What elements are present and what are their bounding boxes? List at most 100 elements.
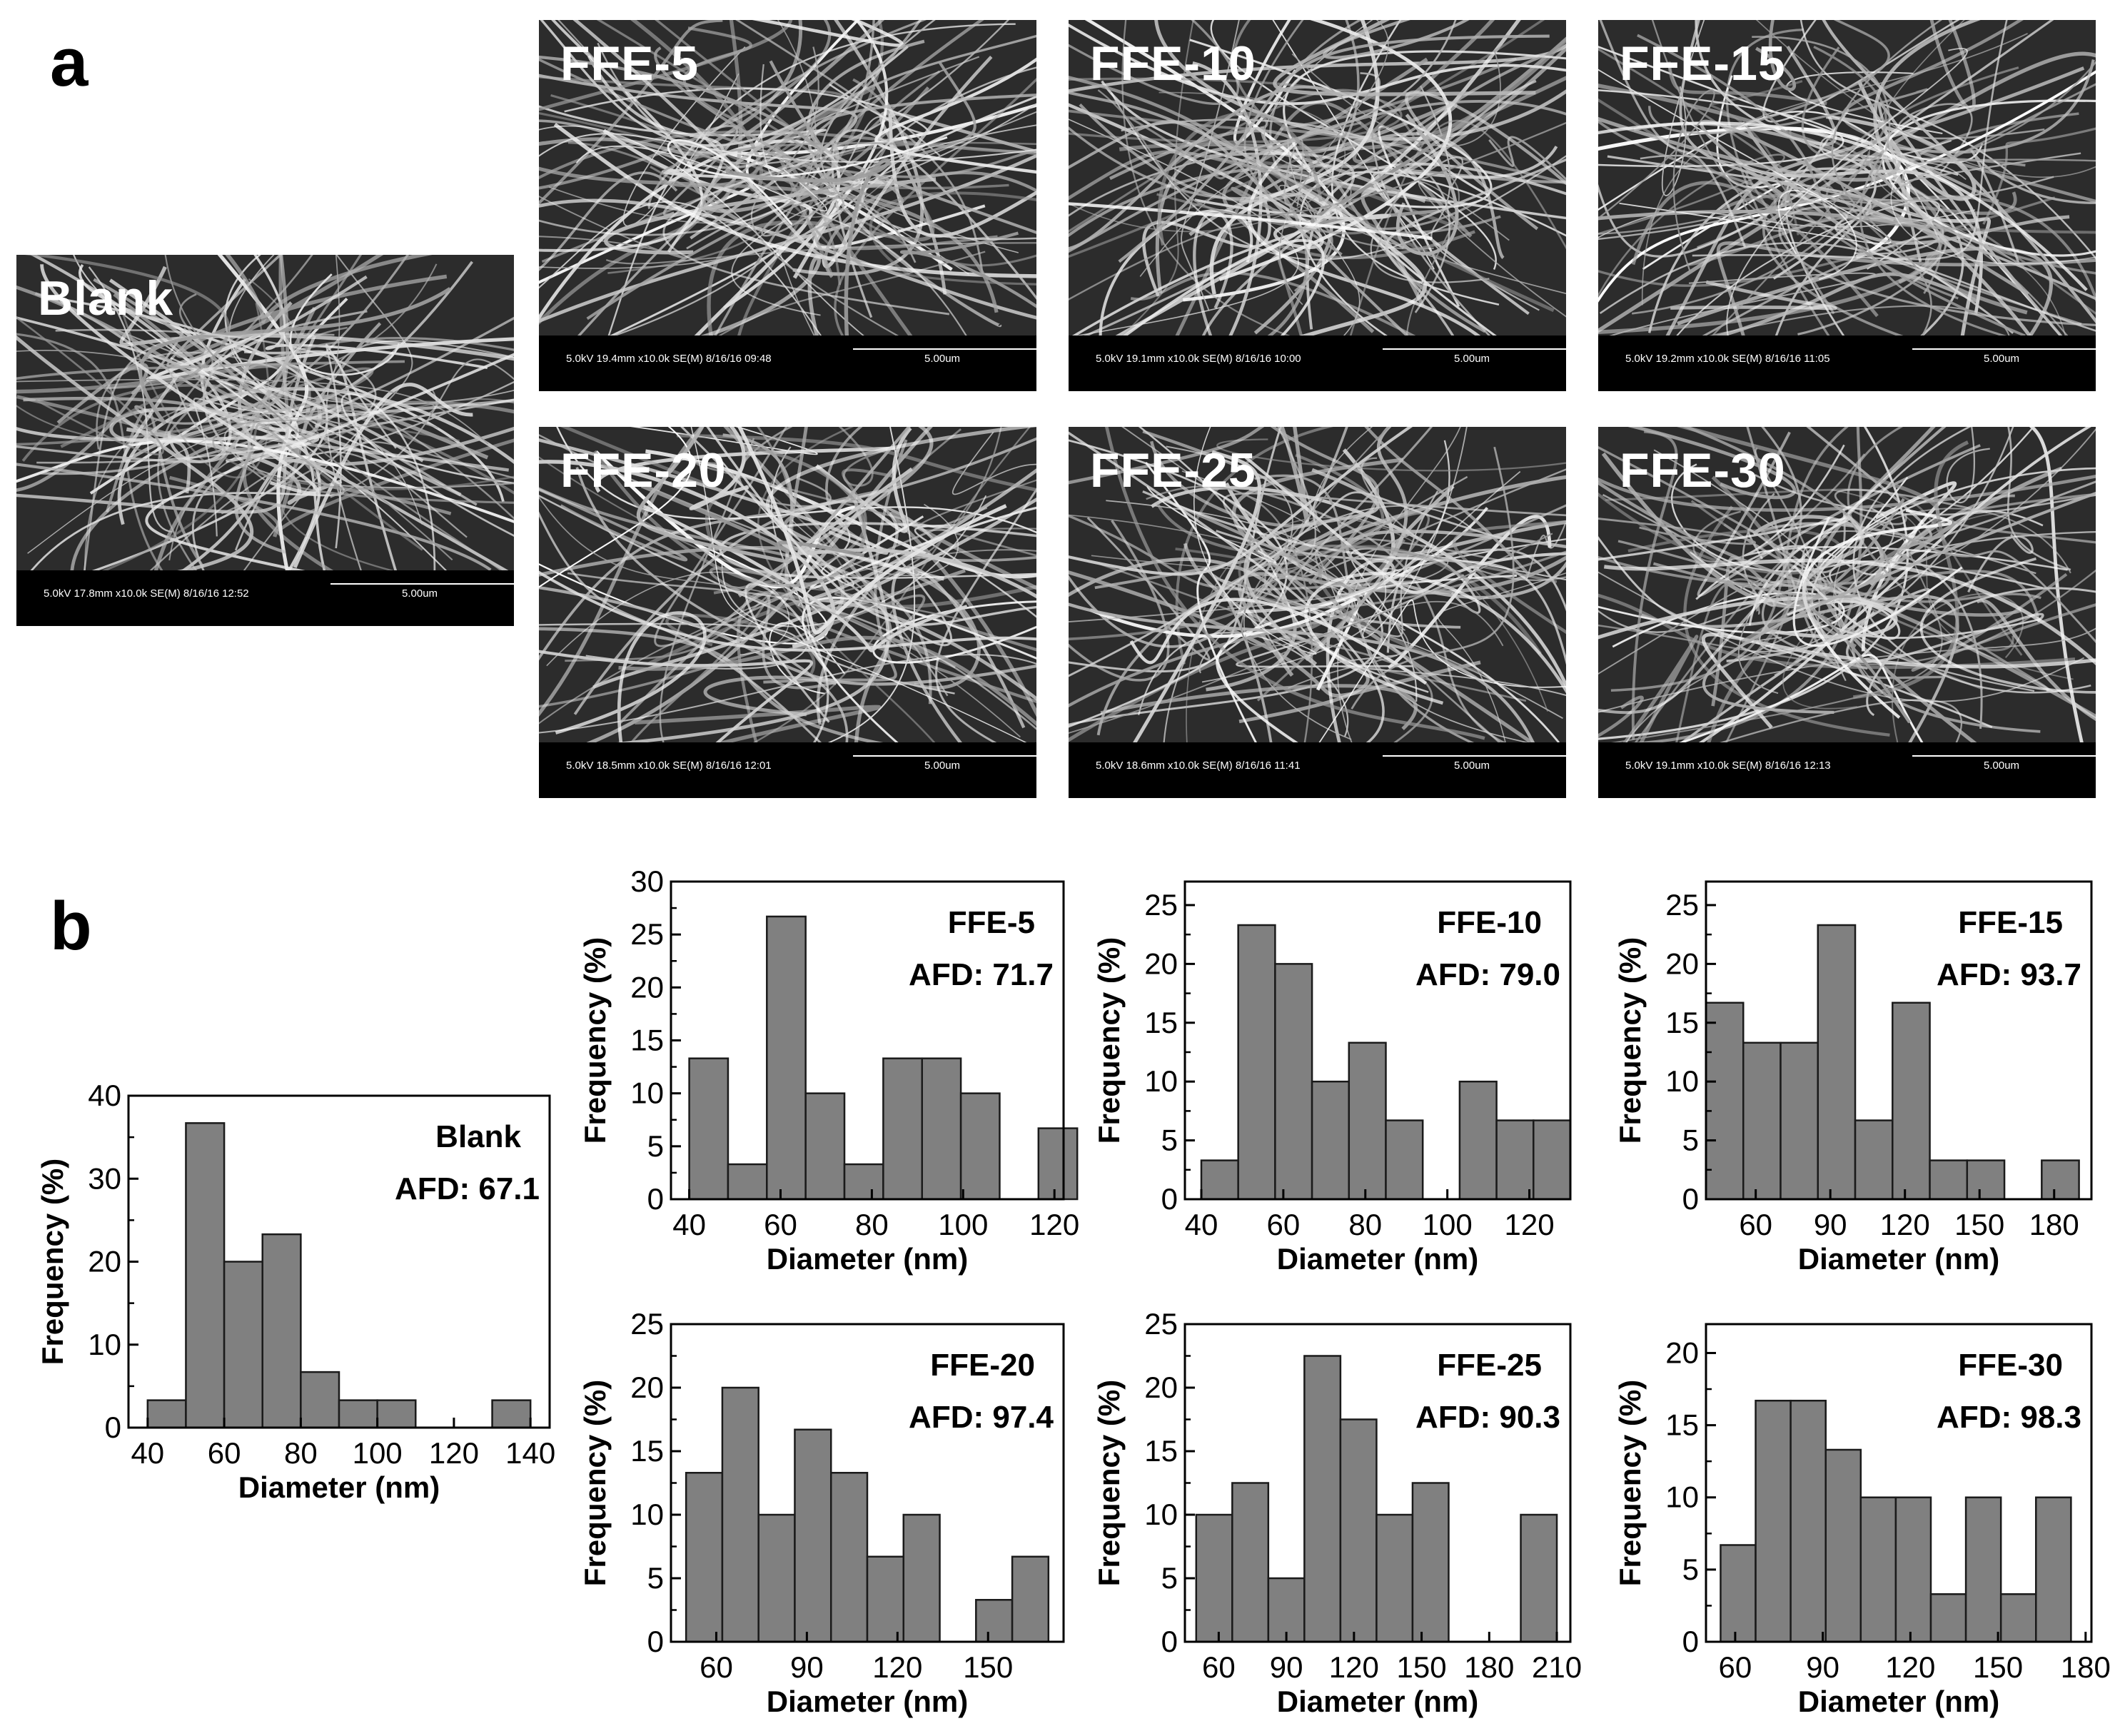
x-tick-label: 150: [963, 1650, 1013, 1684]
fiber-strand: [769, 622, 846, 695]
histogram-bar: [1339, 1418, 1378, 1643]
histogram-bar: [757, 1513, 796, 1643]
fiber-strand: [340, 393, 514, 570]
fiber-strand: [1292, 475, 1566, 554]
fiber-strand: [101, 423, 423, 570]
fiber-strand: [1692, 453, 1866, 563]
sem-label: FFE-10: [1090, 36, 1256, 91]
fiber-strand: [1822, 20, 2096, 324]
y-tick-label: 15: [630, 1024, 664, 1057]
fiber-strand: [181, 458, 509, 570]
y-tick-label: 0: [647, 1182, 664, 1216]
fiber-strand: [96, 351, 514, 520]
fiber-strand: [1670, 280, 1837, 311]
fiber-strand: [1069, 514, 1299, 570]
fiber-strand: [1142, 430, 1318, 528]
histogram-bar: [1274, 963, 1313, 1201]
histogram-bar: [866, 1555, 905, 1643]
fiber-strand: [659, 141, 1036, 188]
histogram-bar: [1411, 1482, 1450, 1643]
y-tick-label: 25: [630, 917, 664, 951]
fiber-strand: [682, 26, 752, 126]
histogram-bar: [1720, 1544, 1757, 1643]
histogram-bar: [1854, 1119, 1894, 1201]
histogram-bar: [794, 1428, 832, 1643]
sem-info-bar: 5.0kV 18.6mm x10.0k SE(M) 8/16/16 11:41 5…: [1069, 742, 1566, 798]
y-tick-label: 5: [1161, 1124, 1178, 1157]
fiber-strand: [935, 488, 1036, 742]
fiber-strand: [596, 20, 859, 182]
fiber-strand: [1598, 516, 1852, 626]
x-tick-label: 120: [429, 1436, 479, 1470]
x-tick-label: 80: [284, 1436, 318, 1470]
fiber-strand: [1133, 450, 1261, 742]
fiber-strand: [1069, 20, 1457, 217]
y-tick-label: 0: [1682, 1182, 1699, 1216]
fiber-strand: [1283, 50, 1566, 335]
series-name: FFE-25: [1437, 1348, 1542, 1383]
fiber-strand: [565, 428, 961, 662]
fiber-strand: [539, 20, 885, 156]
fiber-strand: [1890, 162, 2096, 265]
sem-label: Blank: [38, 271, 174, 326]
fiber-strand: [889, 511, 1036, 717]
fiber-strand: [539, 130, 1036, 180]
fiber-strand: [539, 570, 1036, 652]
sem-image-ffe-5: FFE-5 5.0kV 19.4mm x10.0k SE(M) 8/16/16 …: [539, 20, 1036, 391]
fiber-strand: [731, 111, 1036, 316]
x-tick-label: 100: [1423, 1208, 1473, 1241]
sem-image-ffe-30: FFE-30 5.0kV 19.1mm x10.0k SE(M) 8/16/16…: [1598, 427, 2096, 798]
fiber-strand: [1598, 474, 2096, 512]
x-tick-label: 60: [700, 1650, 733, 1684]
fiber-strand: [539, 427, 705, 717]
fiber-strand: [1193, 211, 1233, 335]
histogram-bar: [2041, 1159, 2080, 1201]
histogram-bar: [1755, 1399, 1792, 1643]
fiber-strand: [105, 408, 205, 568]
fiber-strand: [654, 46, 904, 206]
fiber-strand: [1833, 508, 2071, 694]
fiber-strand: [1801, 46, 1887, 159]
y-tick-label: 10: [1665, 1480, 1699, 1514]
fiber-strand: [737, 590, 956, 742]
fiber-strand: [1686, 195, 2096, 303]
x-tick-label: 150: [1397, 1650, 1447, 1684]
histogram-bar: [1037, 1127, 1079, 1201]
fiber-strand: [1969, 148, 2096, 266]
histogram-bar: [1892, 1001, 1931, 1201]
fiber-strand: [1121, 20, 1194, 335]
histogram-bar: [1999, 1593, 2037, 1643]
sem-info-text: 5.0kV 19.4mm x10.0k SE(M) 8/16/16 09:48: [566, 353, 772, 365]
sem-info-text: 5.0kV 19.1mm x10.0k SE(M) 8/16/16 10:00: [1096, 353, 1301, 365]
plot-frame: [1705, 880, 2093, 1201]
fiber-strand: [1304, 572, 1566, 705]
fiber-strand: [585, 446, 811, 670]
fiber-strand: [1799, 20, 2096, 260]
histogram-bar: [1267, 1577, 1306, 1643]
afd-annotation: AFD: 79.0: [1415, 957, 1560, 992]
series-name: FFE-30: [1958, 1348, 2063, 1383]
fiber-strand: [1069, 491, 1503, 677]
sem-image-blank: Blank 5.0kV 17.8mm x10.0k SE(M) 8/16/16 …: [16, 255, 514, 626]
fiber-strand: [539, 627, 884, 742]
fiber-strand: [700, 255, 822, 335]
y-tick-label: 20: [88, 1245, 121, 1278]
fiber-strand: [1761, 427, 1868, 670]
sem-info-bar: 5.0kV 19.1mm x10.0k SE(M) 8/16/16 12:13 5…: [1598, 742, 2096, 798]
y-tick-label: 15: [630, 1434, 664, 1468]
fiber-strand: [1418, 181, 1566, 318]
fiber-strand: [1260, 102, 1458, 156]
y-axis-label: Frequency (%): [36, 1159, 69, 1365]
fiber-strand: [1697, 431, 1981, 597]
fiber-strand: [553, 123, 1036, 278]
sem-info-text: 5.0kV 17.8mm x10.0k SE(M) 8/16/16 12:52: [44, 587, 249, 600]
fiber-strand: [1069, 602, 1535, 742]
histogram-bar: [1742, 1041, 1782, 1201]
sem-label: FFE-30: [1620, 443, 1786, 498]
fiber-strand: [1069, 118, 1299, 335]
fiber-strand: [40, 264, 320, 495]
fiber-strand: [1118, 34, 1550, 263]
fiber-strand: [1869, 20, 2066, 335]
fiber-strand: [1351, 446, 1515, 710]
histogram-bar: [1311, 1080, 1351, 1201]
